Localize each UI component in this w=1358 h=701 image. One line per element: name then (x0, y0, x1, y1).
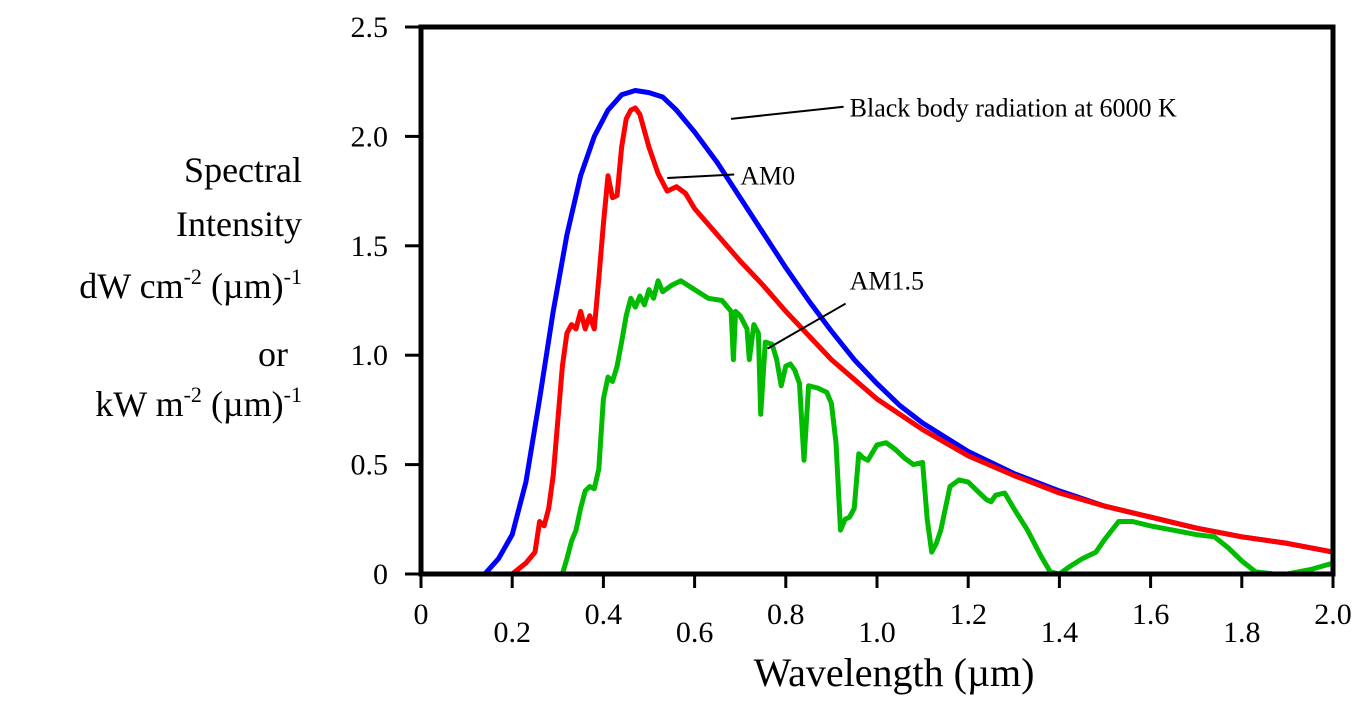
x-tick-label: 1.6 (1132, 598, 1170, 631)
x-tick-label: 1.0 (858, 616, 896, 649)
y-title-line-1: Spectral (184, 152, 302, 188)
y-title-line-5-tail: (µm) (202, 384, 284, 424)
y-tick-label: 0.5 (351, 449, 389, 482)
annotation-label: AM1.5 (850, 267, 924, 296)
y-title-line-5-text: kW m (95, 384, 183, 424)
y-title-line-3-sup: -2 (184, 264, 202, 289)
y-title-line-3-text: dW cm (79, 266, 183, 306)
series-layer (485, 91, 1333, 575)
y-title-line-3-tail: (µm) (202, 266, 284, 306)
y-title-line-3-sup2: -1 (284, 264, 302, 289)
x-tick-label: 0.8 (767, 598, 805, 631)
x-tick-label: 1.2 (949, 598, 987, 631)
x-tick-label: 0.4 (585, 598, 623, 631)
annotation-layer: Black body radiation at 6000 K AM0 AM1.5 (667, 94, 1177, 349)
y-tick-label: 0 (373, 558, 388, 591)
y-tick-label: 2.5 (351, 11, 389, 44)
x-axis-title: Wavelength (µm) (754, 650, 1035, 695)
y-title-line-2: Intensity (176, 206, 302, 242)
x-tick-label: 0 (414, 598, 429, 631)
x-tick-label: 0.2 (493, 616, 531, 649)
y-title-line-5-sup: -2 (184, 382, 202, 407)
y-tick-label: 1.0 (351, 339, 389, 372)
y-tick-label: 1.5 (351, 230, 389, 263)
annotation-leader-line (768, 304, 846, 349)
x-tick-label: 1.8 (1223, 616, 1261, 649)
y-title-line-4: or (258, 336, 288, 372)
y-title-line-5: kW m-2 (µm)-1 (95, 384, 302, 422)
annotation-label: AM0 (740, 162, 795, 191)
x-tick-label: 2.0 (1314, 598, 1352, 631)
series-line-am0 (512, 108, 1333, 574)
x-tick-label: 1.4 (1041, 616, 1079, 649)
x-tick-label: 0.6 (676, 616, 714, 649)
series-line-black-body-radiation-at-6000-k (485, 91, 1333, 575)
y-title-line-5-sup2: -1 (284, 382, 302, 407)
annotation-label: Black body radiation at 6000 K (850, 94, 1177, 123)
y-tick-label: 2.0 (351, 120, 389, 153)
annotation-leader-line (731, 107, 844, 119)
y-title-line-3: dW cm-2 (µm)-1 (79, 266, 302, 304)
